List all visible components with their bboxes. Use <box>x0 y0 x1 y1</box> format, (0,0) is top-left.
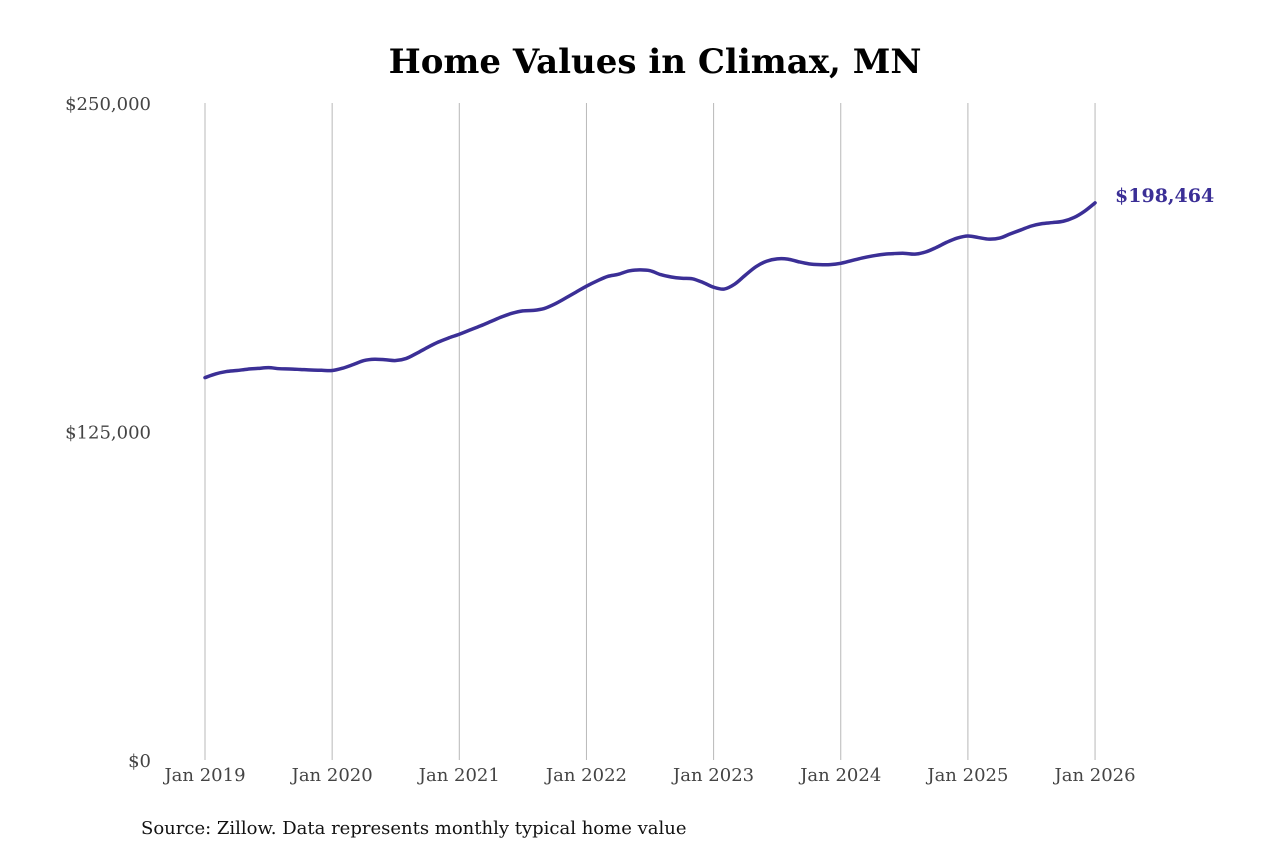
chart-title: Home Values in Climax, MN <box>389 42 922 82</box>
gridlines <box>204 103 1096 760</box>
series-layer <box>203 201 1097 380</box>
y-tick-label: $125,000 <box>65 423 151 444</box>
x-tick-label: Jan 2023 <box>671 765 754 786</box>
x-tick-label: Jan 2021 <box>417 765 500 786</box>
x-tick-label: Jan 2019 <box>162 765 245 786</box>
x-tick-label: Jan 2020 <box>290 765 373 786</box>
x-axis-ticks: Jan 2019 Jan 2020 Jan 2021 Jan 2022 Jan 2023… <box>162 765 1135 786</box>
x-tick-label: Jan 2022 <box>544 765 627 786</box>
series-line <box>203 201 1097 380</box>
x-tick-label: Jan 2025 <box>925 765 1008 786</box>
x-tick-label: Jan 2024 <box>798 765 881 786</box>
last-value-label: $198,464 <box>1115 185 1214 207</box>
y-tick-label: $250,000 <box>65 94 151 115</box>
y-tick-label: $0 <box>128 751 151 772</box>
x-tick-label: Jan 2026 <box>1053 765 1136 786</box>
source-note: Source: Zillow. Data represents monthly … <box>141 818 687 839</box>
y-axis-ticks: $0 $125,000 $250,000 <box>65 94 151 772</box>
